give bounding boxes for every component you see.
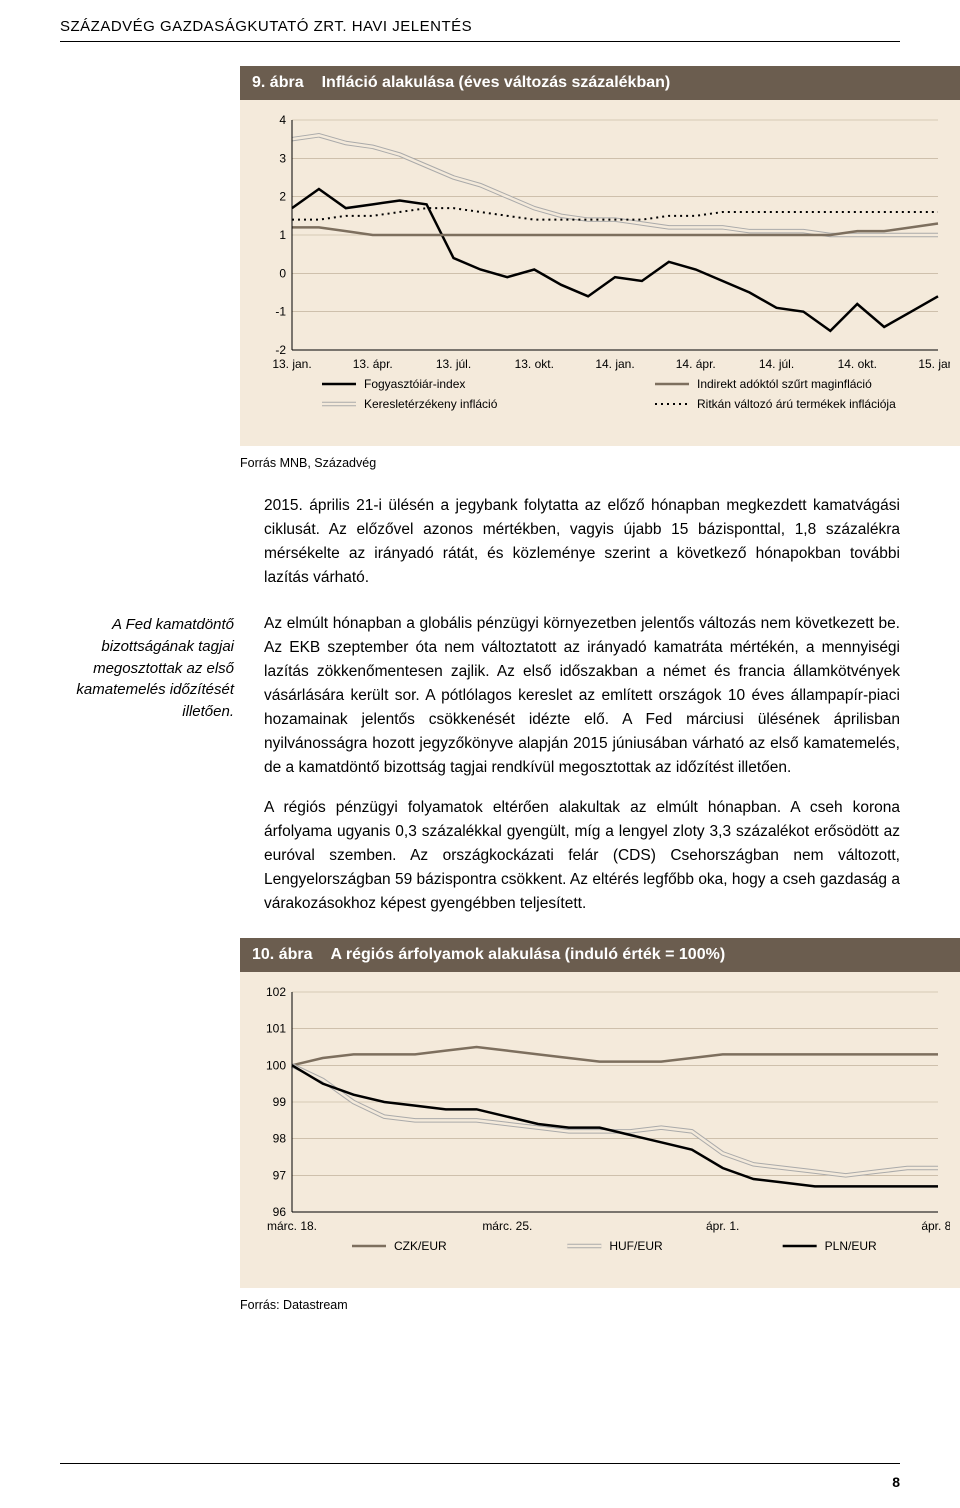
body-p1-wrap: 2015. április 21-i ülésén a jegybank fol… bbox=[264, 494, 900, 606]
svg-text:13. ápr.: 13. ápr. bbox=[353, 357, 393, 371]
body-p2: Az elmúlt hónapban a globális pénzügyi k… bbox=[264, 612, 900, 780]
svg-text:Fogyasztóiár-index: Fogyasztóiár-index bbox=[364, 377, 465, 391]
svg-text:-2: -2 bbox=[275, 343, 286, 357]
figure9-chart: -2 -1 0 1 2 3 4 13. jan. 13. ápr. 13. júl. 13. okt… bbox=[240, 100, 960, 446]
svg-text:98: 98 bbox=[273, 1132, 287, 1146]
svg-text:15. jan.: 15. jan. bbox=[918, 357, 950, 371]
svg-text:Indirekt adóktól szűrt maginfl: Indirekt adóktól szűrt maginfláció bbox=[697, 377, 872, 391]
svg-text:13. júl.: 13. júl. bbox=[436, 357, 471, 371]
svg-text:HUF/EUR: HUF/EUR bbox=[609, 1239, 663, 1253]
body-p23-wrap: Az elmúlt hónapban a globális pénzügyi k… bbox=[264, 612, 900, 932]
svg-text:Ritkán változó árú termékek in: Ritkán változó árú termékek inflációja bbox=[697, 397, 896, 411]
svg-text:PLN/EUR: PLN/EUR bbox=[825, 1239, 877, 1253]
footer-rule bbox=[60, 1463, 900, 1464]
svg-text:4: 4 bbox=[279, 113, 286, 127]
figure9-source: Forrás MNB, Századvég bbox=[240, 446, 900, 488]
svg-text:3: 3 bbox=[279, 151, 286, 165]
svg-text:márc. 25.: márc. 25. bbox=[482, 1219, 532, 1233]
figure10-number: 10. ábra bbox=[240, 938, 330, 972]
svg-text:96: 96 bbox=[273, 1205, 287, 1219]
svg-text:97: 97 bbox=[273, 1169, 287, 1183]
svg-text:1: 1 bbox=[279, 228, 286, 242]
page-number: 8 bbox=[892, 1474, 900, 1490]
figure9-svg: -2 -1 0 1 2 3 4 13. jan. 13. ápr. 13. júl. 13. okt… bbox=[250, 110, 950, 440]
svg-text:ápr. 8.: ápr. 8. bbox=[921, 1219, 950, 1233]
svg-text:101: 101 bbox=[266, 1022, 286, 1036]
svg-text:102: 102 bbox=[266, 985, 286, 999]
svg-text:CZK/EUR: CZK/EUR bbox=[394, 1239, 447, 1253]
svg-text:13. okt.: 13. okt. bbox=[515, 357, 554, 371]
figure10-source: Forrás: Datastream bbox=[240, 1288, 900, 1330]
svg-text:ápr. 1.: ápr. 1. bbox=[706, 1219, 739, 1233]
figure9-number: 9. ábra bbox=[240, 66, 322, 100]
figure10-chart: 96 97 98 99 100 101 102 márc. 18. márc. 25. ápr. … bbox=[240, 972, 960, 1288]
figure9-title-bar: 9. ábra Infláció alakulása (éves változá… bbox=[240, 66, 960, 100]
body-block-1: 2015. április 21-i ülésén a jegybank fol… bbox=[60, 494, 900, 606]
svg-text:14. okt.: 14. okt. bbox=[838, 357, 877, 371]
figure10-title: A régiós árfolyamok alakulása (induló ér… bbox=[330, 938, 725, 972]
figure10-svg: 96 97 98 99 100 101 102 márc. 18. márc. 25. ápr. … bbox=[250, 982, 950, 1282]
svg-text:99: 99 bbox=[273, 1095, 287, 1109]
svg-text:-1: -1 bbox=[275, 305, 286, 319]
svg-text:14. jan.: 14. jan. bbox=[595, 357, 634, 371]
sidebar-note: A Fed kamatdöntő bizottságának tagjai me… bbox=[60, 612, 240, 932]
body-p3: A régiós pénzügyi folyamatok eltérően al… bbox=[264, 796, 900, 916]
svg-text:13. jan.: 13. jan. bbox=[272, 357, 311, 371]
sidebar-empty bbox=[60, 494, 240, 606]
body-block-2: A Fed kamatdöntő bizottságának tagjai me… bbox=[60, 612, 900, 932]
figure10-title-bar: 10. ábra A régiós árfolyamok alakulása (… bbox=[240, 938, 960, 972]
svg-text:0: 0 bbox=[279, 266, 286, 280]
svg-text:márc. 18.: márc. 18. bbox=[267, 1219, 317, 1233]
content: 9. ábra Infláció alakulása (éves változá… bbox=[0, 42, 960, 1330]
svg-text:14. ápr.: 14. ápr. bbox=[676, 357, 716, 371]
body-p1: 2015. április 21-i ülésén a jegybank fol… bbox=[264, 494, 900, 590]
page-header: SZÁZADVÉG GAZDASÁGKUTATÓ ZRT. HAVI JELEN… bbox=[0, 0, 960, 41]
svg-text:2: 2 bbox=[279, 190, 286, 204]
svg-text:100: 100 bbox=[266, 1059, 286, 1073]
figure9-title: Infláció alakulása (éves változás százal… bbox=[322, 66, 671, 100]
svg-text:14. júl.: 14. júl. bbox=[759, 357, 794, 371]
svg-text:Keresletérzékeny infláció: Keresletérzékeny infláció bbox=[364, 397, 498, 411]
